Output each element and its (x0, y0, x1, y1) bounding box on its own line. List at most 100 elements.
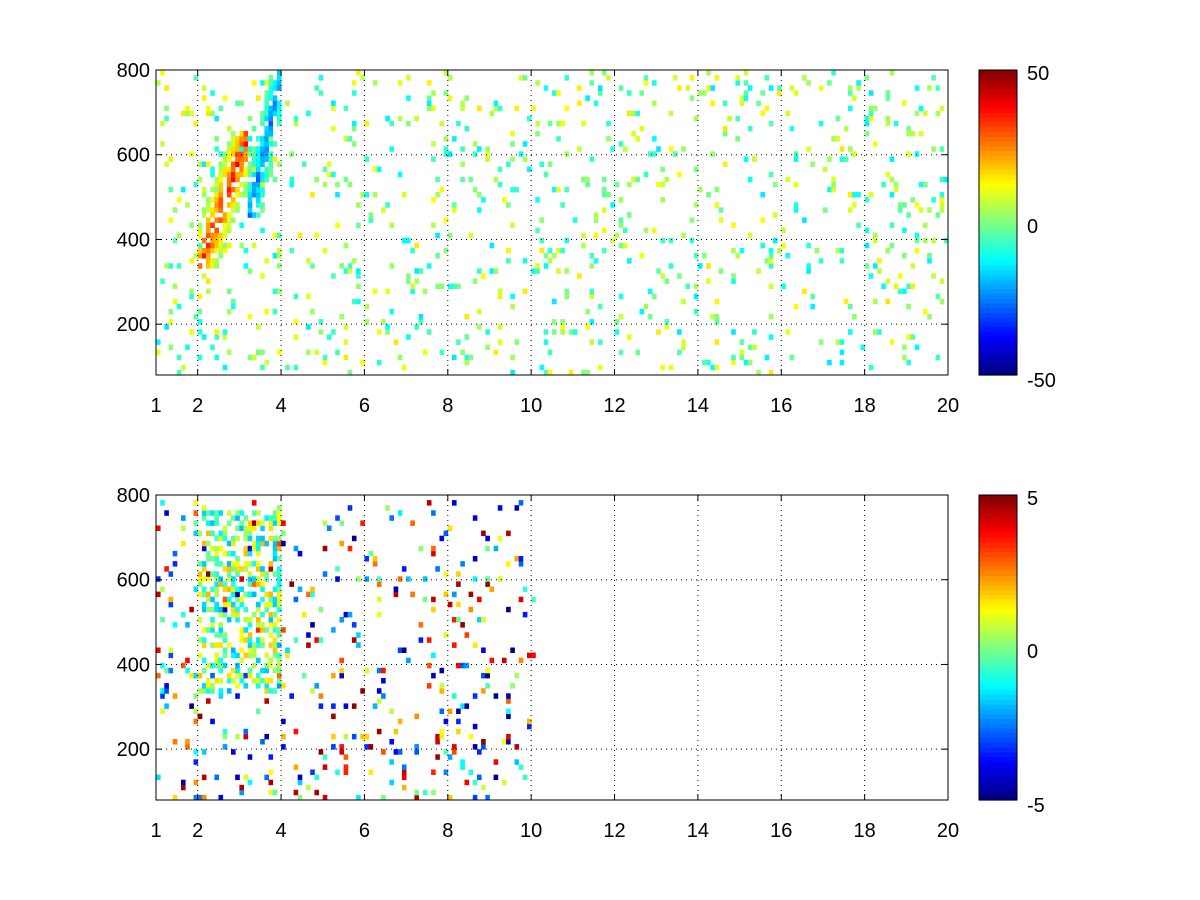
heatmap-cell (156, 647, 161, 653)
heatmap-cell (735, 75, 740, 81)
heatmap-cell (218, 627, 224, 633)
heatmap-cell (201, 207, 207, 213)
heatmap-cell (285, 100, 290, 106)
heatmap-cell (218, 606, 224, 613)
heatmap-cell (481, 688, 486, 694)
heatmap-cell (281, 540, 286, 547)
heatmap-cell (489, 586, 495, 592)
heatmap-cell (835, 136, 841, 142)
heatmap-cell (839, 339, 845, 345)
heatmap-cell (622, 146, 628, 152)
heatmap-cell (593, 232, 599, 239)
colorbar-swatch (979, 151, 1017, 157)
heatmap-cell (331, 744, 336, 750)
heatmap-cell (522, 141, 528, 147)
heatmap-cell (226, 181, 232, 188)
heatmap-cell (322, 181, 328, 188)
heatmap-cell (239, 100, 244, 106)
heatmap-cell (289, 181, 294, 188)
heatmap-cell (406, 278, 411, 284)
heatmap-cell (218, 545, 224, 552)
heatmap-cell (802, 217, 807, 223)
heatmap-cell (222, 364, 228, 371)
heatmap-cell (239, 242, 244, 249)
heatmap-cell (343, 769, 349, 775)
heatmap-cell (218, 693, 224, 699)
heatmap-cell (401, 192, 407, 198)
heatmap-cell (201, 505, 207, 511)
colorbar-swatch (979, 757, 1017, 763)
heatmap-cell (251, 652, 257, 659)
heatmap-cell (672, 75, 678, 81)
heatmap-cell (268, 601, 274, 608)
heatmap-cell (831, 70, 836, 76)
heatmap-cell (856, 192, 861, 198)
heatmap-cell (214, 354, 219, 361)
heatmap-cell (339, 667, 344, 674)
heatmap-cell (243, 606, 249, 613)
colorbar-swatch (979, 98, 1017, 104)
heatmap-cell (739, 349, 745, 356)
heatmap-cell (939, 197, 945, 203)
heatmap-cell (231, 576, 236, 582)
colorbar-swatch (979, 495, 1017, 501)
heatmap-cell (747, 125, 753, 132)
heatmap-cell (193, 779, 199, 786)
heatmap-cell (452, 283, 457, 289)
heatmap-cell (326, 161, 332, 167)
heatmap-cell (768, 334, 774, 340)
x-tick-label: 8 (442, 820, 453, 842)
heatmap-cell (510, 354, 515, 361)
heatmap-cell (243, 617, 249, 623)
heatmap-cell (885, 298, 891, 305)
heatmap-cell (272, 647, 278, 653)
heatmap-cell (406, 95, 411, 101)
heatmap-cell (189, 293, 194, 300)
heatmap-cell (556, 247, 561, 254)
colorbar-swatch (979, 795, 1017, 801)
heatmap-cell (185, 744, 190, 750)
heatmap-cell (247, 637, 253, 643)
heatmap-cell (764, 75, 770, 81)
heatmap-cell (677, 329, 682, 335)
heatmap-cell (868, 273, 874, 279)
heatmap-cell (156, 349, 161, 356)
heatmap-cell (251, 581, 257, 587)
heatmap-cell (222, 647, 228, 653)
heatmap-cell (506, 247, 511, 254)
heatmap-cell (222, 550, 228, 557)
heatmap-cell (518, 561, 524, 567)
heatmap-cell (226, 141, 232, 147)
heatmap-cell (339, 540, 344, 547)
heatmap-cell (931, 75, 936, 81)
heatmap-cell (602, 247, 607, 254)
heatmap-cell (268, 166, 274, 173)
x-tick-label: 18 (854, 820, 876, 842)
heatmap-cell (256, 520, 261, 526)
colorbar-swatch (979, 666, 1017, 672)
heatmap-cell (226, 146, 232, 152)
x-tick-label: 20 (937, 820, 959, 842)
colorbar-swatch (979, 274, 1017, 281)
heatmap-cell (443, 70, 449, 76)
heatmap-cell (447, 708, 453, 714)
heatmap-cell (564, 105, 570, 112)
x-tick-label: 2 (192, 820, 203, 842)
heatmap-cell (848, 192, 853, 198)
heatmap-cell (218, 105, 224, 112)
heatmap-cell (268, 789, 274, 796)
heatmap-cell (472, 794, 478, 801)
heatmap-cell (247, 520, 253, 526)
heatmap-cell (189, 288, 194, 295)
heatmap-cell (206, 105, 211, 112)
heatmap-cell (239, 171, 244, 178)
heatmap-cell (764, 105, 770, 112)
heatmap-cell (664, 278, 670, 284)
heatmap-cell (226, 672, 232, 679)
heatmap-cell (739, 354, 745, 361)
heatmap-cell (239, 146, 244, 152)
heatmap-cell (193, 181, 199, 188)
heatmap-cell (235, 171, 240, 178)
heatmap-cell (272, 627, 278, 633)
